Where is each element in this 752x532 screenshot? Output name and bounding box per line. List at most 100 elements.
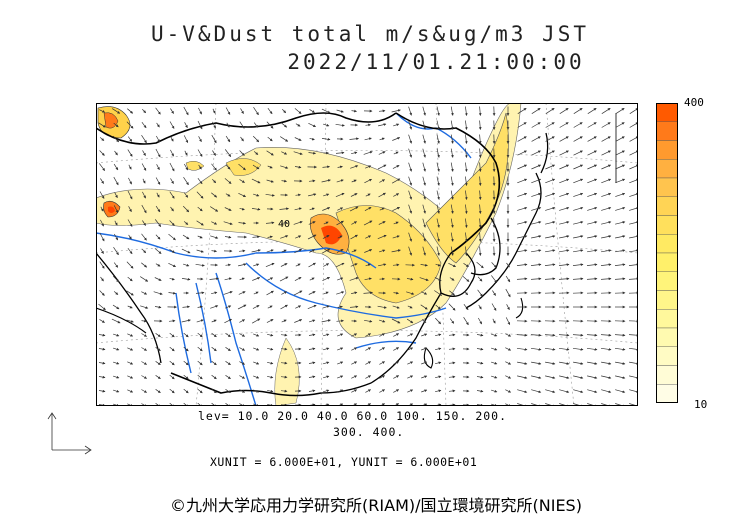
wind-vector: [112, 347, 120, 351]
wind-vector: [629, 108, 638, 114]
wind-vector: [308, 291, 316, 295]
wind-vector: [140, 305, 149, 309]
wind-vector: [267, 305, 273, 309]
wind-vector: [545, 361, 556, 365]
wind-vector: [113, 163, 119, 171]
wind-vector: [463, 303, 469, 311]
wind-vector: [168, 319, 176, 323]
wind-vector: [169, 220, 175, 226]
wind-vector: [477, 276, 483, 282]
wind-vector: [378, 109, 386, 113]
wind-vector: [450, 176, 454, 186]
wind-vector: [223, 221, 233, 225]
wind-vector: [309, 277, 315, 281]
wind-vector: [531, 164, 542, 170]
wind-vector: [183, 106, 189, 116]
wind-vector: [323, 333, 330, 337]
wind-vector: [266, 179, 274, 183]
wind-vector: [267, 107, 273, 115]
wind-vector: [98, 347, 106, 351]
wind-vector: [407, 347, 414, 351]
wind-vector: [225, 193, 231, 197]
wind-vector: [365, 347, 372, 351]
wind-vector: [267, 165, 273, 169]
wind-vector: [183, 332, 189, 338]
wind-vector: [391, 318, 401, 324]
wind-vector: [377, 305, 387, 309]
wind-vector: [392, 305, 400, 309]
wind-vector: [224, 149, 232, 157]
wind-vector: [293, 151, 303, 155]
wind-vector: [517, 235, 528, 239]
wind-vector: [464, 232, 468, 242]
wind-vector: [422, 204, 426, 214]
wind-vector: [559, 150, 569, 156]
wind-vector: [169, 374, 175, 380]
wind-vector: [238, 221, 246, 225]
wind-vector: [238, 291, 246, 295]
wind-vector: [407, 389, 414, 393]
wind-vector: [267, 333, 274, 337]
wind-vector: [601, 249, 612, 253]
wind-vector: [478, 176, 482, 186]
wind-vector: [629, 136, 638, 142]
wind-vector: [391, 249, 401, 253]
wind-vector: [505, 288, 511, 298]
wind-vector: [197, 149, 203, 157]
wind-vector: [225, 135, 231, 143]
wind-vector: [141, 233, 147, 241]
wind-vector: [559, 206, 570, 211]
wind-vector: [350, 234, 358, 240]
wind-vector: [393, 375, 400, 379]
wind-vector: [586, 333, 598, 337]
colorbar-frame: [656, 103, 678, 403]
wind-vector: [365, 263, 371, 267]
wind-vector: [517, 164, 528, 170]
wind-vector: [113, 247, 119, 256]
wind-vector: [450, 120, 454, 130]
wind-vector: [408, 176, 413, 186]
wind-vector: [267, 389, 274, 393]
wind-vector: [545, 122, 555, 128]
wind-vector: [211, 163, 217, 171]
wind-vector: [198, 136, 202, 143]
wind-vector: [113, 122, 119, 128]
wind-vector: [184, 122, 188, 129]
wind-vector: [351, 375, 358, 379]
wind-vector: [335, 262, 345, 268]
wind-vector: [154, 277, 162, 281]
wind-vector: [517, 122, 527, 128]
wind-vector: [336, 319, 344, 323]
wind-vector: [183, 177, 189, 186]
wind-vector: [253, 333, 260, 337]
wind-vector: [253, 347, 260, 351]
wind-vector: [265, 193, 275, 197]
wind-vector: [531, 192, 542, 197]
wind-vector: [265, 221, 275, 225]
wind-vector: [435, 375, 442, 379]
wind-vector: [239, 207, 245, 211]
wind-vector: [169, 346, 175, 352]
wind-vector: [196, 319, 204, 323]
wind-vector: [464, 134, 468, 144]
wind-vector: [464, 176, 468, 186]
wind-vector: [545, 220, 556, 225]
wind-vector: [195, 263, 205, 267]
wind-vector: [238, 263, 247, 267]
wind-vector: [601, 178, 612, 184]
wind-vector: [281, 179, 287, 183]
wind-vector: [168, 262, 177, 268]
wind-vector: [463, 263, 469, 267]
wind-vector: [170, 108, 174, 114]
wind-vector: [239, 361, 246, 365]
wind-vector: [308, 389, 316, 393]
colorbar-segment: [656, 140, 678, 160]
wind-vector: [154, 219, 162, 227]
wind-vector: [559, 361, 570, 365]
wind-vector: [422, 190, 426, 200]
wind-vector: [198, 164, 202, 170]
wind-vector: [464, 204, 468, 214]
wind-vector: [127, 333, 134, 337]
wind-vector: [127, 389, 134, 393]
wind-vector: [224, 318, 233, 324]
